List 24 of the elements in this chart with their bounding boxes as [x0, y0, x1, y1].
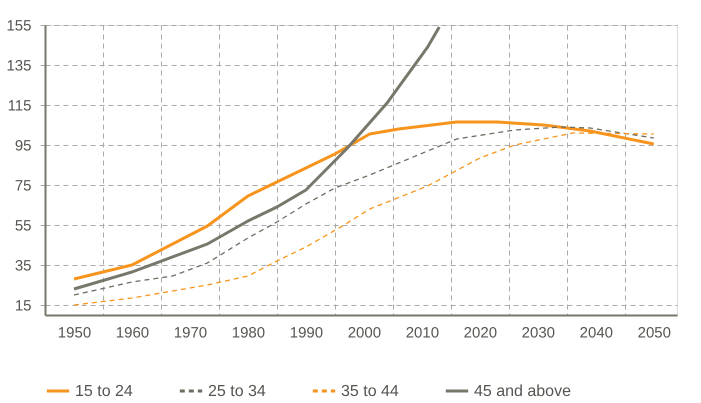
legend-label: 25 to 34: [208, 383, 266, 400]
legend-label: 35 to 44: [341, 383, 399, 400]
line-series: [72, 26, 441, 290]
x-tick-label: 1950: [58, 324, 92, 342]
x-tick-label: 2040: [580, 324, 614, 342]
legend-label: 15 to 24: [75, 383, 133, 400]
y-tick-label: 75: [14, 178, 32, 194]
x-tick-label: 2020: [464, 324, 498, 342]
y-tick-label: 115: [8, 98, 32, 114]
x-tick-label: 1980: [232, 324, 266, 342]
y-tick-label: 95: [14, 138, 32, 154]
x-tick-label: 1960: [116, 324, 150, 342]
x-tick-label: 1990: [290, 324, 324, 342]
x-tick-label: 2050: [638, 324, 671, 342]
x-tick-label: 1970: [174, 324, 208, 342]
y-tick-label: 155: [6, 18, 32, 34]
legend-label: 45 and above: [474, 383, 572, 400]
y-tick-label: 55: [14, 218, 32, 234]
y-tick-label: 35: [14, 258, 32, 274]
y-tick-label: 135: [6, 58, 32, 74]
x-tick-label: 2010: [406, 324, 440, 342]
x-tick-label: 2000: [348, 324, 382, 342]
x-tick-label: 2030: [522, 324, 556, 342]
y-tick-label: 15: [14, 298, 32, 314]
